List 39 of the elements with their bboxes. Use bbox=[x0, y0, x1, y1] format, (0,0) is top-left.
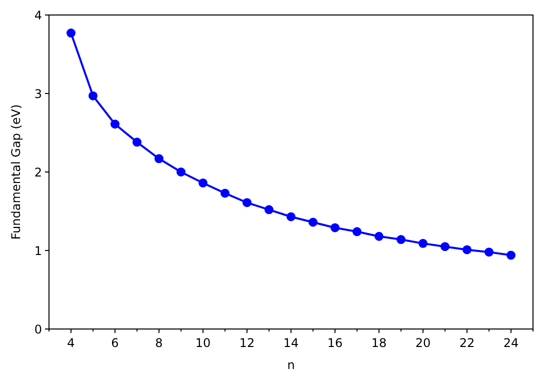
x-tick-label: 22 bbox=[459, 336, 475, 350]
x-tick-label: 24 bbox=[503, 336, 519, 350]
point bbox=[88, 91, 98, 100]
point bbox=[264, 205, 274, 214]
y-tick-label: 3 bbox=[34, 87, 42, 101]
point bbox=[352, 227, 362, 236]
x-tick-label: 4 bbox=[67, 336, 75, 350]
point bbox=[462, 245, 472, 254]
point bbox=[154, 154, 164, 164]
point bbox=[396, 235, 406, 244]
y-tick-label: 1 bbox=[34, 244, 42, 258]
point bbox=[418, 238, 428, 248]
point bbox=[440, 242, 450, 252]
point bbox=[374, 232, 384, 241]
point bbox=[176, 168, 186, 176]
point bbox=[484, 248, 494, 257]
x-tick-label: 18 bbox=[371, 336, 387, 350]
point bbox=[242, 198, 252, 208]
x-tick-label: 20 bbox=[415, 336, 431, 350]
x-tick-label: 8 bbox=[155, 336, 163, 350]
x-tick-label: 6 bbox=[111, 336, 119, 350]
y-tick-label: 0 bbox=[34, 322, 42, 336]
y-tick-label: 4 bbox=[34, 8, 42, 22]
point bbox=[132, 138, 142, 147]
x-tick-label: 10 bbox=[195, 336, 211, 350]
x-tick-label: 16 bbox=[327, 336, 343, 350]
point bbox=[286, 212, 296, 222]
point bbox=[198, 178, 208, 188]
x-axis-title: n bbox=[287, 358, 295, 372]
y-tick-label: 2 bbox=[34, 166, 42, 180]
point bbox=[330, 223, 340, 232]
point bbox=[308, 218, 318, 227]
point bbox=[220, 188, 230, 198]
point bbox=[110, 120, 120, 129]
point bbox=[506, 250, 516, 260]
y-axis-title: Fundamental Gap (eV) bbox=[9, 104, 23, 240]
x-tick-label: 12 bbox=[239, 336, 255, 350]
x-tick-label: 14 bbox=[283, 336, 299, 350]
point bbox=[66, 28, 76, 38]
